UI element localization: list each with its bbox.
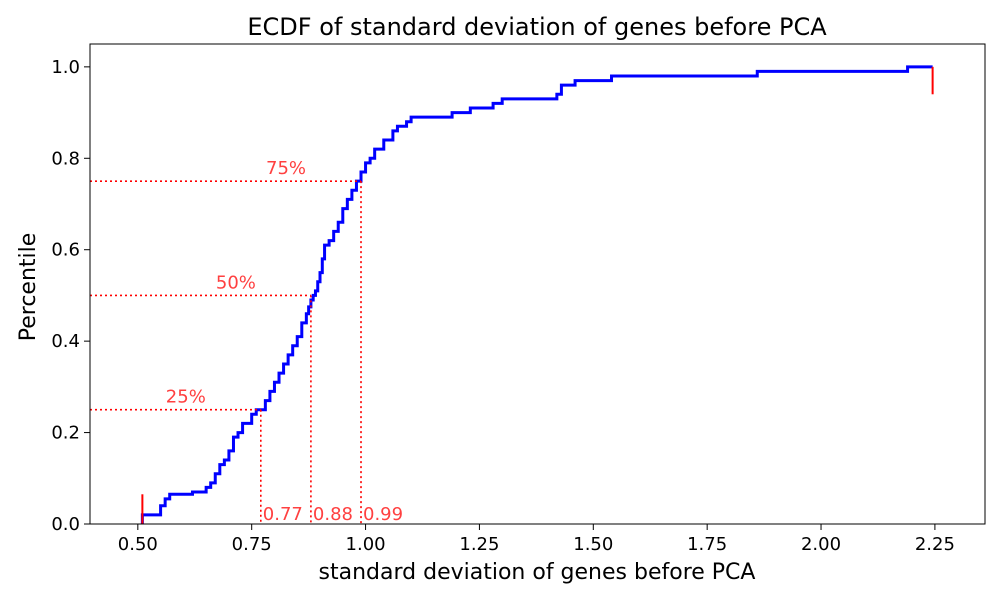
- x-tick-label: 2.25: [915, 534, 955, 555]
- y-tick-label: 0.8: [51, 148, 80, 169]
- plot-area: 25% 0.77 50% 0.88 75% 0.99 0.50 0.75 1.00 1.25 1.5…: [51, 43, 986, 555]
- x-tick-label: 1.25: [459, 534, 499, 555]
- percentile-x-value-label: 0.77: [263, 504, 303, 525]
- plot-frame: [89, 43, 986, 525]
- x-tick-label: 1.00: [346, 534, 386, 555]
- y-tick-label: 0.4: [51, 331, 80, 352]
- percentile-label: 50%: [216, 272, 256, 293]
- x-tick-label: 1.75: [687, 534, 727, 555]
- ecdf-series-line: [140, 65, 933, 524]
- x-tick-label: 1.50: [573, 534, 613, 555]
- y-tick-label: 0.2: [51, 423, 80, 444]
- x-axis-label: standard deviation of genes before PCA: [319, 560, 756, 585]
- chart-title: ECDF of standard deviation of genes befo…: [247, 13, 827, 41]
- x-tick-label: 0.50: [118, 534, 158, 555]
- x-tick-label: 0.75: [232, 534, 272, 555]
- y-axis-label: Percentile: [16, 233, 41, 342]
- percentile-x-value-label: 0.88: [313, 504, 353, 525]
- y-tick-label: 0.0: [51, 514, 80, 535]
- y-tick-label: 1.0: [51, 57, 80, 78]
- percentile-x-value-label: 0.99: [363, 504, 403, 525]
- percentile-label: 75%: [266, 158, 306, 179]
- y-tick-label: 0.6: [51, 240, 80, 261]
- x-tick-label: 2.00: [801, 534, 841, 555]
- percentile-label: 25%: [166, 387, 206, 408]
